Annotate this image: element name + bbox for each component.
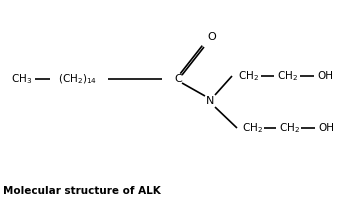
Text: C: C bbox=[174, 74, 182, 84]
Text: Molecular structure of ALK: Molecular structure of ALK bbox=[3, 186, 161, 196]
Text: $\mathrm{CH_2}$: $\mathrm{CH_2}$ bbox=[277, 69, 298, 83]
Text: OH: OH bbox=[318, 123, 334, 133]
Text: $\mathrm{CH_2}$: $\mathrm{CH_2}$ bbox=[237, 69, 258, 83]
Text: $\mathrm{CH_2}$: $\mathrm{CH_2}$ bbox=[279, 121, 300, 135]
Text: OH: OH bbox=[317, 71, 333, 81]
Text: $\mathrm{CH_2}$: $\mathrm{CH_2}$ bbox=[241, 121, 262, 135]
Text: N: N bbox=[206, 96, 214, 106]
Text: $\mathrm{(CH_2)_{14}}$: $\mathrm{(CH_2)_{14}}$ bbox=[58, 72, 98, 86]
Text: O: O bbox=[208, 32, 216, 42]
Text: $\mathrm{CH_3}$: $\mathrm{CH_3}$ bbox=[11, 72, 33, 86]
